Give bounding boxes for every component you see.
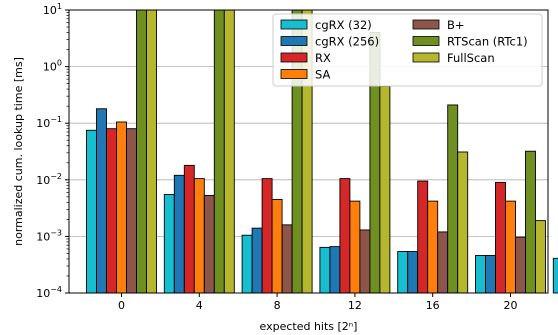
legend-swatch-rx: [280, 52, 308, 63]
bar-rx-12: [339, 178, 351, 294]
bar-rtscan-rtc1--4: [213, 9, 225, 294]
bar-cgrx-32--0: [86, 129, 97, 294]
bar-rtscan-rtc1--20: [525, 150, 536, 294]
legend-swatch-cgrx-32-: [280, 19, 308, 30]
legend-swatch-cgrx-256-: [280, 36, 308, 46]
bar-b--16: [437, 231, 449, 294]
bar-rx-20: [495, 181, 506, 294]
y-tick-label-3: 10−1: [36, 115, 62, 130]
legend-label-rx: RX: [315, 51, 331, 65]
legend-label-b-: B+: [447, 18, 465, 32]
y-axis-label: normalized cum. lookup time [ms]: [12, 57, 25, 246]
bar-cgrx-32--4: [163, 194, 175, 294]
bar-rtscan-rtc1--0: [136, 9, 147, 294]
plot-frame: [68, 9, 549, 294]
bar-rx-0: [106, 128, 117, 294]
bar-b--12: [359, 229, 371, 294]
bar-rx-8: [261, 178, 273, 294]
x-tick-label-12: 12: [348, 299, 362, 312]
bar-fullscan-20: [535, 220, 546, 294]
legend-label-sa: SA: [315, 68, 331, 82]
bar-cgrx-256--16: [407, 251, 419, 294]
bar-cgrx-32--12: [319, 246, 331, 294]
bar-cgrx-256--12: [329, 246, 341, 294]
x-axis: 04812162024: [118, 293, 518, 312]
y-axis: 10−4 10−3 10−2 10−1 100 101: [36, 2, 69, 300]
bar-cgrx-256--20: [485, 255, 496, 294]
bar-cgrx-32--16: [397, 251, 409, 294]
y-tick-label-5: 101: [43, 2, 62, 17]
bar-cgrx-32--24: [552, 257, 558, 294]
bar-sa-0: [116, 121, 127, 294]
bar-cgrx-256--0: [96, 108, 107, 294]
bar-sa-4: [193, 178, 205, 294]
legend-swatch-rtscan-rtc1-: [412, 36, 440, 46]
x-axis-label: expected hits [2ⁿ]: [260, 320, 358, 333]
y-tick-label-1: 10−3: [36, 228, 62, 243]
legend-swatch-fullscan: [412, 52, 440, 63]
x-tick-label-4: 4: [196, 299, 203, 312]
x-tick-label-0: 0: [118, 299, 125, 312]
bars: [86, 9, 558, 294]
bar-sa-20: [505, 200, 516, 294]
bar-rtscan-rtc1--16: [447, 104, 459, 294]
bar-cgrx-256--8: [251, 227, 263, 294]
bar-sa-12: [349, 200, 361, 294]
bar-b--4: [203, 194, 215, 294]
bar-fullscan-0: [146, 9, 157, 294]
bar-cgrx-256--4: [173, 174, 185, 294]
legend-label-rtscan-rtc1-: RTScan (RTc1): [447, 35, 528, 49]
legend-swatch-sa: [280, 69, 308, 79]
bar-b--8: [281, 224, 293, 294]
bar-cgrx-32--8: [241, 234, 253, 294]
bar-fullscan-4: [223, 9, 235, 294]
legend-label-cgrx-32-: cgRX (32): [315, 18, 372, 32]
bar-fullscan-12: [379, 85, 391, 294]
x-tick-label-16: 16: [426, 299, 440, 312]
bar-b--20: [515, 236, 526, 294]
legend: cgRX (32) cgRX (256) RX SA B+ RTScan (RTc1) Fu…: [272, 13, 543, 87]
bar-cgrx-32--20: [475, 255, 486, 294]
bar-b--0: [126, 128, 137, 294]
bar-rx-16: [417, 180, 429, 294]
y-tick-label-0: 10−4: [36, 285, 62, 300]
x-tick-label-20: 20: [504, 299, 518, 312]
legend-swatch-b-: [412, 19, 440, 30]
bar-rx-4: [183, 164, 195, 294]
y-tick-label-2: 10−2: [36, 172, 62, 187]
legend-label-fullscan: FullScan: [447, 51, 495, 65]
legend-label-cgrx-256-: cgRX (256): [315, 35, 379, 49]
x-tick-label-8: 8: [274, 299, 281, 312]
y-tick-label-4: 100: [43, 59, 62, 74]
bar-sa-8: [271, 198, 283, 294]
bar-fullscan-16: [457, 151, 469, 294]
bar-sa-16: [427, 200, 439, 294]
legend-box: [272, 13, 543, 87]
